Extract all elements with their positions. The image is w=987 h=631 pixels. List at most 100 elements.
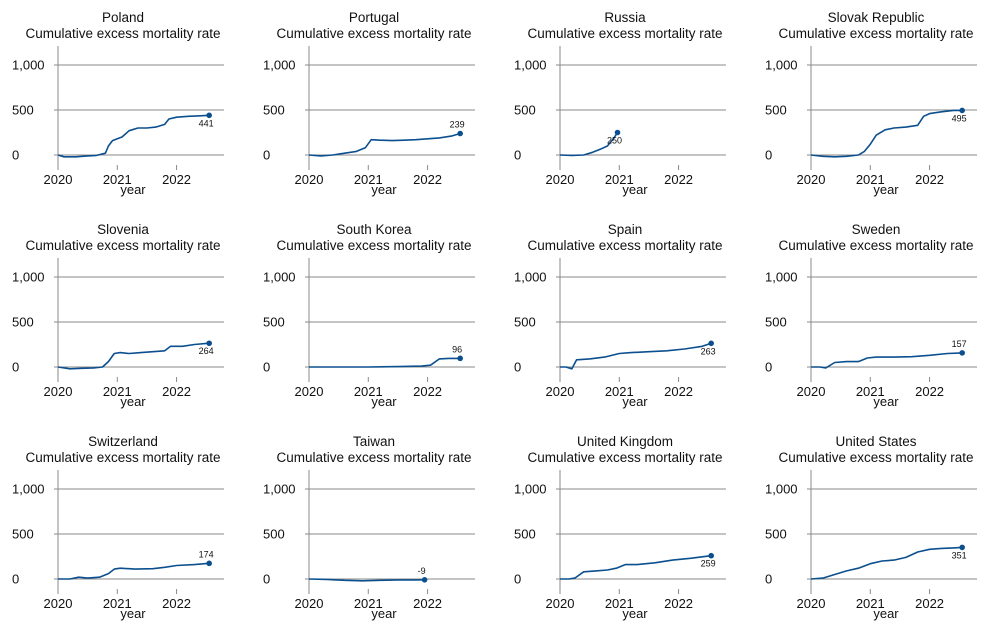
x-tick-label: 2021 bbox=[103, 596, 132, 611]
end-value-label: 264 bbox=[199, 346, 214, 356]
x-tick-label: 2020 bbox=[295, 172, 324, 187]
line-chart: 0 500 1,000 2020 2021 2022 year 239 bbox=[263, 46, 475, 197]
x-tick-label: 2021 bbox=[605, 384, 634, 399]
y-tick-label: 500 bbox=[765, 103, 787, 118]
chart-subtitle: Cumulative excess mortality rate bbox=[527, 450, 723, 465]
end-point-marker bbox=[708, 340, 714, 347]
y-tick-label: 1,000 bbox=[12, 482, 45, 497]
y-tick-label: 0 bbox=[263, 572, 270, 587]
series-line bbox=[559, 132, 619, 157]
y-tick-label: 500 bbox=[514, 315, 536, 330]
y-tick-label: 1,000 bbox=[12, 58, 45, 73]
x-axis-title: year bbox=[622, 182, 648, 197]
y-tick-label: 500 bbox=[765, 315, 787, 330]
chart-title: South Korea bbox=[336, 222, 412, 237]
end-point-marker bbox=[959, 107, 965, 114]
y-tick-label: 1,000 bbox=[765, 482, 798, 497]
line-chart: 0 500 1,000 2020 2021 2022 year 263 bbox=[514, 258, 726, 409]
chart-title: Switzerland bbox=[88, 434, 158, 449]
chart-panel: Slovak Republic Cumulative excess mortali… bbox=[753, 0, 987, 207]
line-chart: 0 500 1,000 2020 2021 2022 year 96 bbox=[263, 258, 475, 409]
y-tick-label: 0 bbox=[765, 572, 772, 587]
chart-panel: Spain Cumulative excess mortality rate 0 50… bbox=[502, 212, 748, 419]
y-tick-label: 500 bbox=[765, 527, 787, 542]
x-tick-label: 2020 bbox=[295, 384, 324, 399]
x-axis-title: year bbox=[622, 606, 648, 621]
x-axis-title: year bbox=[873, 606, 899, 621]
x-tick-label: 2022 bbox=[413, 384, 442, 399]
chart-title: Sweden bbox=[851, 222, 901, 237]
end-point-marker bbox=[457, 130, 463, 137]
line-chart: 0 500 1,000 2020 2021 2022 year 264 bbox=[12, 258, 224, 409]
y-tick-label: 500 bbox=[514, 103, 536, 118]
chart-subtitle: Cumulative excess mortality rate bbox=[25, 238, 221, 253]
series-line bbox=[309, 357, 461, 368]
x-tick-label: 2022 bbox=[413, 596, 442, 611]
y-tick-label: 500 bbox=[263, 315, 285, 330]
series-line bbox=[308, 578, 425, 582]
x-tick-label: 2021 bbox=[103, 384, 132, 399]
series-line bbox=[811, 352, 963, 369]
x-tick-label: 2021 bbox=[856, 596, 885, 611]
x-tick-label: 2020 bbox=[797, 596, 826, 611]
chart-subtitle: Cumulative excess mortality rate bbox=[527, 26, 723, 41]
x-tick-label: 2020 bbox=[546, 172, 575, 187]
y-tick-label: 1,000 bbox=[765, 58, 798, 73]
x-tick-label: 2020 bbox=[44, 596, 73, 611]
chart-title: Slovenia bbox=[97, 222, 149, 237]
series-line bbox=[560, 342, 712, 370]
line-chart: 0 500 1,000 2020 2021 2022 year 174 bbox=[12, 470, 224, 621]
y-tick-label: 0 bbox=[263, 148, 270, 163]
y-tick-label: 1,000 bbox=[765, 270, 798, 285]
x-axis-title: year bbox=[873, 182, 899, 197]
chart-subtitle: Cumulative excess mortality rate bbox=[276, 26, 472, 41]
end-point-marker bbox=[708, 552, 714, 559]
series-line bbox=[560, 554, 712, 580]
end-point-marker bbox=[206, 560, 212, 567]
y-tick-label: 0 bbox=[765, 148, 772, 163]
end-value-label: 239 bbox=[450, 119, 465, 129]
y-tick-label: 1,000 bbox=[263, 482, 296, 497]
x-tick-label: 2020 bbox=[44, 384, 73, 399]
y-tick-label: 500 bbox=[12, 527, 34, 542]
y-tick-label: 0 bbox=[514, 148, 521, 163]
y-tick-label: 500 bbox=[12, 103, 34, 118]
y-tick-label: 500 bbox=[12, 315, 34, 330]
x-tick-label: 2021 bbox=[856, 172, 885, 187]
x-axis-title: year bbox=[120, 182, 146, 197]
x-tick-label: 2021 bbox=[103, 172, 132, 187]
y-tick-label: 0 bbox=[12, 360, 19, 375]
chart-title: United Kingdom bbox=[576, 434, 674, 449]
y-tick-label: 1,000 bbox=[514, 482, 547, 497]
chart-subtitle: Cumulative excess mortality rate bbox=[778, 238, 974, 253]
chart-panel: Taiwan Cumulative excess mortality rate 0 5… bbox=[251, 424, 497, 631]
chart-subtitle: Cumulative excess mortality rate bbox=[25, 26, 221, 41]
x-axis-title: year bbox=[371, 394, 397, 409]
line-chart: 0 500 1,000 2020 2021 2022 year 157 bbox=[765, 258, 977, 409]
x-axis-title: year bbox=[622, 394, 648, 409]
x-tick-label: 2020 bbox=[44, 172, 73, 187]
x-tick-label: 2021 bbox=[605, 172, 634, 187]
end-point-marker bbox=[457, 355, 463, 362]
y-tick-label: 1,000 bbox=[263, 58, 296, 73]
x-tick-label: 2021 bbox=[354, 172, 383, 187]
y-tick-label: 500 bbox=[514, 527, 536, 542]
chart-panel: United Kingdom Cumulative excess mortalit… bbox=[502, 424, 748, 631]
x-axis-title: year bbox=[371, 606, 397, 621]
chart-title: Spain bbox=[607, 222, 643, 237]
chart-subtitle: Cumulative excess mortality rate bbox=[25, 450, 221, 465]
chart-panel: Sweden Cumulative excess mortality rate 0 5… bbox=[753, 212, 987, 419]
y-tick-label: 500 bbox=[263, 103, 285, 118]
y-tick-label: 0 bbox=[12, 572, 19, 587]
chart-subtitle: Cumulative excess mortality rate bbox=[778, 450, 974, 465]
chart-title: United States bbox=[835, 434, 917, 449]
x-axis-title: year bbox=[120, 606, 146, 621]
x-tick-label: 2021 bbox=[354, 384, 383, 399]
chart-title: Portugal bbox=[348, 10, 400, 25]
x-tick-label: 2020 bbox=[797, 172, 826, 187]
line-chart: 0 500 1,000 2020 2021 2022 year 441 bbox=[12, 46, 224, 197]
series-line bbox=[57, 342, 210, 370]
x-axis-title: year bbox=[873, 394, 899, 409]
end-point-marker bbox=[206, 112, 212, 119]
end-point-marker bbox=[206, 340, 212, 347]
